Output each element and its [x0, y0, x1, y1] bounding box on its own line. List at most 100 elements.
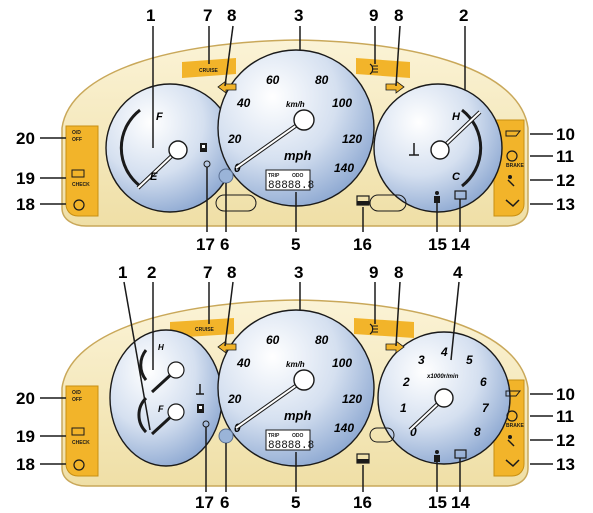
callout-19: 19	[16, 169, 35, 188]
mph-tick-140: 140	[334, 161, 354, 175]
tach-tick-8: 8	[474, 425, 481, 439]
temp-hot-label: H	[452, 111, 461, 123]
b-callout-11: 11	[556, 407, 574, 426]
left-warning-pod	[65, 125, 99, 217]
tachometer: 0 1 2 3 4 5 6 7 8 x1000r/min	[377, 331, 511, 465]
tach-tick-3: 3	[418, 353, 425, 367]
kmh-unit: km/h	[286, 100, 305, 109]
indicator-slot-left	[215, 194, 257, 212]
oil-can-icon	[505, 130, 522, 137]
b-callout-6: 6	[220, 493, 229, 512]
tach-tick-2: 2	[402, 375, 410, 389]
tach-tick-1: 1	[400, 401, 407, 415]
indicator-slot-right	[369, 194, 407, 212]
cruise-strip-bottom	[170, 318, 234, 338]
b-mph-tick-80: 80	[315, 333, 329, 347]
od-off-line1: O/D	[72, 130, 81, 136]
brake-label: BRAKE	[506, 163, 524, 169]
high-beam-icon	[369, 63, 378, 75]
mph-tick-80: 80	[315, 73, 329, 87]
b-mph-tick-140: 140	[334, 421, 354, 435]
cruise-strip	[182, 58, 236, 78]
b-brake-label: BRAKE	[506, 423, 524, 429]
b-oil-can-icon	[505, 390, 522, 397]
bottom-callout-lines	[40, 281, 553, 492]
high-beam-strip-bottom	[354, 318, 414, 338]
b-high-beam-icon	[369, 323, 378, 335]
b-mph-tick-120: 120	[342, 392, 362, 406]
b-reset-knob	[218, 428, 234, 444]
speedometer: 60 80 40 100 20 120 0 140 km/h mph TRIP …	[217, 49, 375, 207]
mph-tick-120: 120	[342, 132, 362, 146]
callout-6: 6	[220, 235, 229, 254]
tach-tick-7: 7	[482, 401, 490, 415]
b-odometer-readout: 88888.8	[268, 440, 314, 452]
temperature-gauge: H C	[373, 83, 503, 213]
fuel-full-label: F	[156, 111, 163, 123]
cruise-label: CRUISE	[199, 68, 219, 74]
b-callout-10: 10	[556, 385, 575, 404]
coolant-temp-icon	[409, 143, 419, 156]
b-mph-tick-100: 100	[332, 356, 352, 370]
security-light-icon	[356, 195, 370, 206]
callout-14: 14	[451, 235, 470, 254]
fuel-gauge: F E	[105, 83, 235, 213]
bottom-cluster: H F 60 80 40 100 20 120 0 140 km/h mph	[16, 263, 575, 512]
b-callout-20: 20	[16, 389, 35, 408]
abs-icon	[73, 199, 85, 211]
callout-9: 9	[369, 6, 378, 25]
mph-tick-40: 40	[236, 96, 251, 110]
callout-18: 18	[16, 195, 35, 214]
b-callout-19: 19	[16, 427, 35, 446]
b-security-light-icon	[356, 453, 370, 464]
airbag-icon	[507, 175, 515, 187]
callout-12: 12	[556, 171, 575, 190]
od-off-line2: OFF	[72, 137, 82, 143]
combo-fuel-full-label: F	[158, 404, 164, 414]
mph-tick-100: 100	[332, 96, 352, 110]
b-cruise-label: CRUISE	[195, 327, 215, 333]
odometer-readout: 88888.8	[268, 180, 314, 192]
fuel-empty-label: E	[150, 171, 158, 183]
callout-10: 10	[556, 125, 575, 144]
b-indicator-slot-right	[369, 427, 395, 443]
b-callout-7: 7	[203, 263, 212, 282]
tach-unit: x1000r/min	[426, 374, 459, 380]
odo-label: ODO	[292, 173, 304, 179]
callout-7: 7	[203, 6, 212, 25]
combo-temp-hot-label: H	[158, 343, 164, 352]
b-odo-label: ODO	[292, 433, 304, 439]
b-callout-9: 9	[369, 263, 378, 282]
b-callout-14: 14	[451, 493, 470, 512]
left-warning-pod-bottom	[65, 385, 99, 477]
b-callout-16: 16	[353, 493, 372, 512]
b-callout-12: 12	[556, 431, 575, 450]
combo-fuel-temp-gauge: H F	[109, 329, 223, 467]
mph-tick-60: 60	[266, 73, 280, 87]
callout-1: 1	[146, 6, 155, 25]
b-seatbelt-icon	[434, 450, 440, 462]
b-check-engine-label: CHECK	[72, 440, 90, 446]
b-od-off-line1: O/D	[72, 390, 81, 396]
check-engine-label: CHECK	[72, 182, 90, 188]
b-callout-8: 8	[227, 263, 236, 282]
fuel-pump-icon	[200, 143, 207, 152]
tach-tick-0: 0	[410, 425, 417, 439]
b-check-engine-icon	[71, 427, 85, 436]
b-mph-tick-20: 20	[227, 392, 242, 406]
callout-2: 2	[459, 6, 468, 25]
callout-15: 15	[428, 235, 447, 254]
mph-tick-20: 20	[227, 132, 242, 146]
b-mph-unit: mph	[284, 408, 312, 423]
tach-tick-5: 5	[466, 353, 473, 367]
brake-warning-icon	[506, 150, 518, 162]
b-kmh-unit: km/h	[286, 360, 305, 369]
tach-tick-6: 6	[480, 375, 487, 389]
b-callout-13: 13	[556, 455, 575, 474]
b-callout-8b: 8	[394, 263, 403, 282]
top-callout-lines	[40, 25, 553, 232]
b-trip-label: TRIP	[268, 433, 280, 439]
speedometer-bottom: 60 80 40 100 20 120 0 140 km/h mph TRIP …	[217, 309, 375, 467]
top-cluster: F E 60 80 40 100 20 120 0 140 km/h mph T…	[16, 6, 575, 254]
